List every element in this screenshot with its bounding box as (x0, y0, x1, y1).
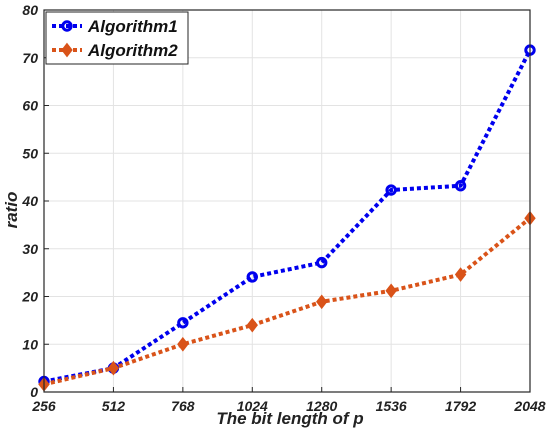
legend-marker (61, 42, 73, 58)
y-tick-label: 50 (22, 145, 38, 161)
x-tick-label: 768 (171, 398, 195, 414)
data-point (454, 267, 467, 282)
legend-item: Algorithm2 (52, 41, 178, 60)
data-point (107, 360, 120, 376)
legend-marker (61, 20, 73, 32)
y-tick-label: 10 (22, 336, 38, 352)
data-point (385, 283, 397, 299)
legend-label: Algorithm1 (87, 17, 178, 36)
x-axis-label: The bit length of p (216, 409, 363, 428)
data-point (177, 317, 189, 329)
axis-ticks: 0 10 20 30 40 50 60 70 80 256 512 768 1024 1280 1536 17… (21, 2, 545, 414)
grid-lines (43, 9, 531, 393)
data-point (316, 294, 328, 310)
x-tick-label: 512 (102, 398, 126, 414)
data-point (246, 317, 258, 333)
x-tick-label: 256 (31, 398, 56, 414)
x-tick-label: 1792 (445, 398, 476, 414)
data-point (177, 336, 189, 352)
legend-box (45, 11, 189, 65)
legend-label: Algorithm2 (87, 41, 178, 60)
data-point (454, 180, 467, 192)
series-algorithm1 (38, 44, 536, 388)
y-axis-label: ratio (2, 192, 21, 229)
legend-item: Algorithm1 (52, 17, 178, 36)
y-tick-label: 60 (22, 98, 38, 114)
legend: Algorithm1 Algorithm2 (45, 11, 189, 65)
data-point (316, 256, 328, 269)
y-tick-label: 70 (22, 50, 38, 66)
series-line (43, 216, 532, 387)
y-tick-label: 30 (22, 241, 38, 257)
series-line (43, 49, 532, 384)
x-tick-label: 2048 (513, 398, 545, 414)
y-tick-label: 40 (21, 193, 38, 209)
x-tick-label: 1024 (237, 398, 268, 414)
y-tick-label: 80 (22, 2, 38, 18)
x-tick-label: 1280 (306, 398, 337, 414)
data-point (385, 184, 397, 196)
series-lines (38, 44, 536, 392)
y-tick-label: 20 (21, 289, 38, 305)
data-point (246, 271, 258, 283)
y-tick-label: 0 (30, 384, 38, 400)
x-tick-label: 1536 (376, 398, 407, 414)
